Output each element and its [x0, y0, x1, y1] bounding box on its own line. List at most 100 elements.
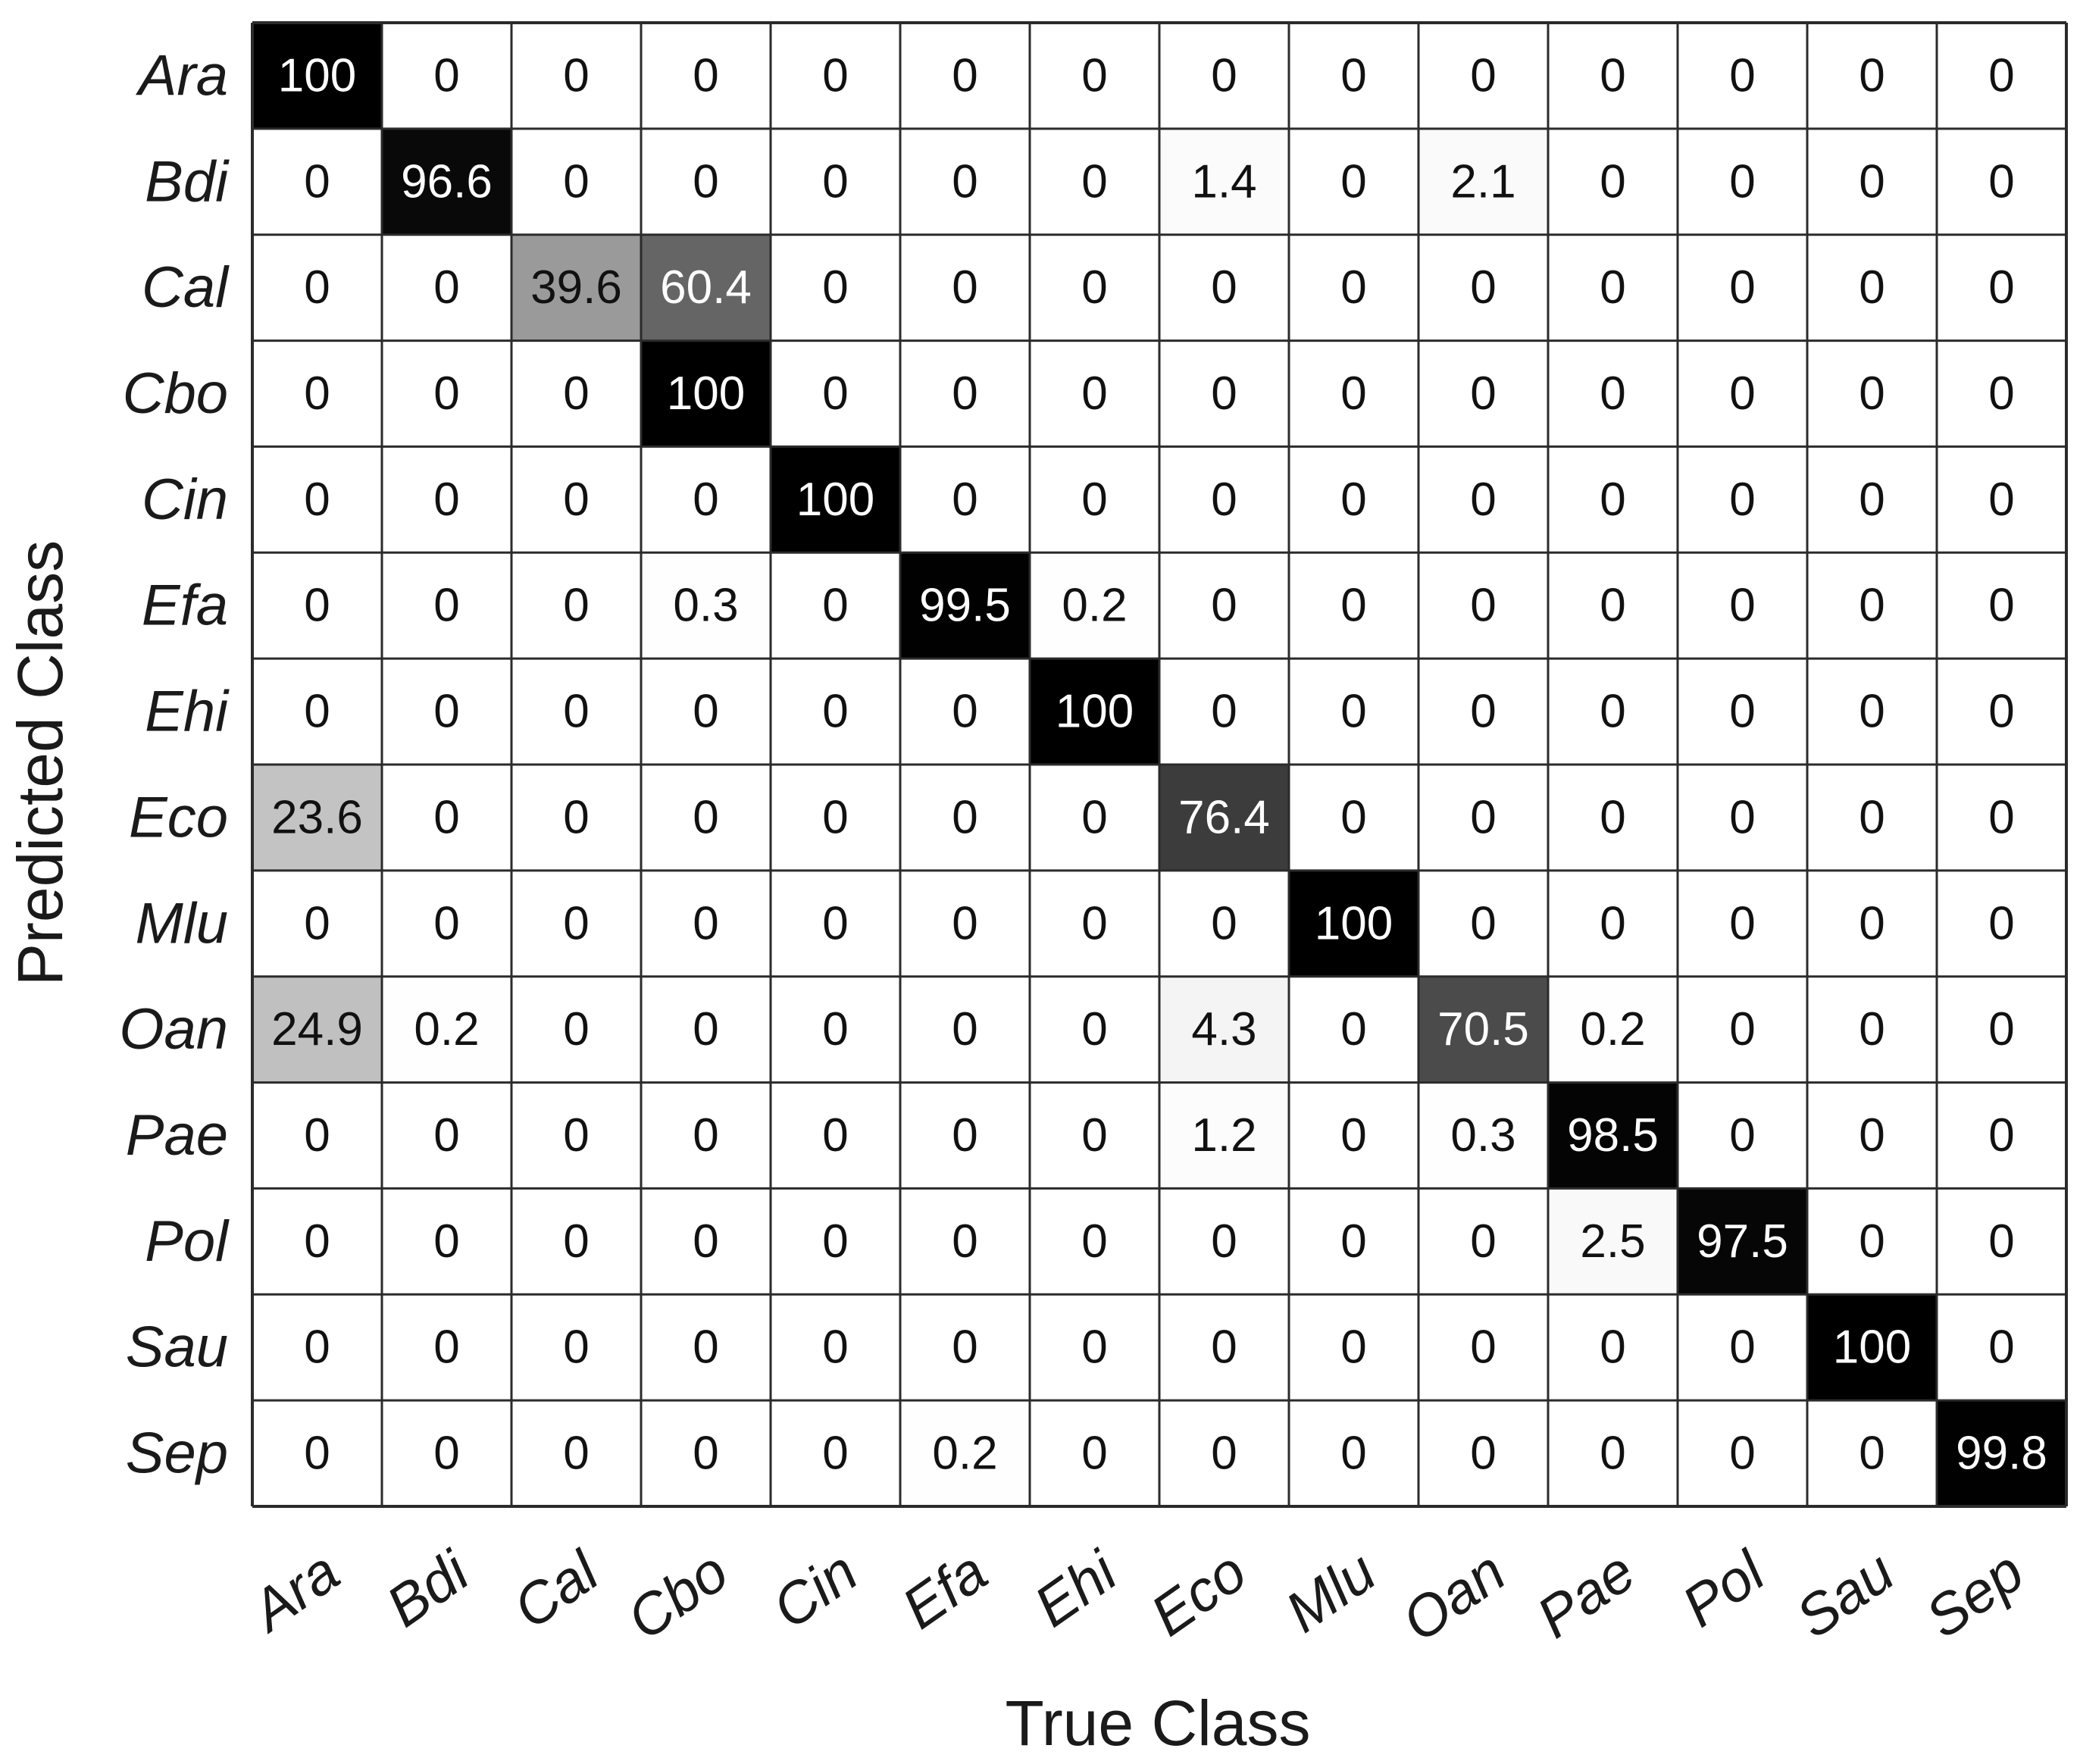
heatmap-cell: [1289, 234, 1418, 341]
cell-value-label: 0.3: [1450, 1109, 1515, 1162]
heatmap-cell: [1418, 870, 1548, 977]
heatmap-cell: [1418, 552, 1548, 659]
cell-value-label: 0: [304, 261, 330, 314]
heatmap-cell: [252, 765, 382, 871]
heatmap-cell: [1548, 552, 1678, 659]
heatmap-cell: [1678, 976, 1807, 1083]
heatmap-cell: [900, 1400, 1030, 1506]
cell-value-label: 0: [952, 155, 977, 208]
heatmap-cell: [1678, 658, 1807, 765]
heatmap-cell: [511, 128, 641, 235]
cell-value-label: 70.5: [1437, 1003, 1529, 1056]
cell-value-label: 0: [693, 686, 718, 738]
cell-value-label: 0: [1600, 580, 1625, 632]
cell-value-label: 0: [1081, 1428, 1107, 1480]
cell-value-label: 0: [1081, 49, 1107, 102]
heatmap-cell: [1548, 1082, 1678, 1189]
heatmap-cell: [641, 23, 771, 129]
heatmap-cell: [1030, 976, 1159, 1083]
x-tick-label: Pae: [1525, 1539, 1647, 1650]
cell-value-label: 0: [563, 474, 589, 526]
heatmap-cell: [1678, 23, 1807, 129]
heatmap-cell: [1548, 765, 1678, 871]
heatmap-cell: [1937, 1294, 2066, 1401]
heatmap-cell: [252, 870, 382, 977]
heatmap-cell: [511, 1294, 641, 1401]
heatmap-cell: [1418, 128, 1548, 235]
cell-value-label: 0: [1081, 155, 1107, 208]
cell-value-label: 0: [693, 1003, 718, 1056]
heatmap-cell: [771, 234, 900, 341]
heatmap-cell: [1937, 976, 2066, 1083]
cell-value-label: 0: [1211, 49, 1237, 102]
cell-value-label: 0: [433, 686, 459, 738]
cell-value-label: 97.5: [1697, 1215, 1788, 1268]
y-tick-label: Sau: [126, 1315, 228, 1380]
cell-value-label: 0: [1729, 1321, 1755, 1374]
cell-value-label: 0: [563, 368, 589, 420]
cell-value-label: 0: [1211, 580, 1237, 632]
cell-value-label: 0: [1600, 791, 1625, 843]
cell-value-label: 0: [1081, 368, 1107, 420]
cell-value-label: 0: [1470, 368, 1496, 420]
heatmap-cell: [771, 552, 900, 659]
heatmap-cell: [252, 1294, 382, 1401]
y-tick-label: Pol: [145, 1209, 230, 1274]
cell-value-label: 96.6: [401, 155, 493, 208]
x-tick-labels: Ara Bdi Cal Cbo Cin Efa Ehi Eco Mlu Oan Pae Pol Sau S…: [238, 1538, 2035, 1654]
heatmap-cell: [1159, 23, 1289, 129]
heatmap-cell: [252, 234, 382, 341]
cell-value-label: 0: [1859, 261, 1885, 314]
cell-value-label: 0: [1340, 474, 1366, 526]
x-tick-label: Cin: [762, 1539, 869, 1641]
heatmap-cell: [641, 765, 771, 871]
cell-value-label: 0: [1988, 368, 2014, 420]
heatmap-cell: [1678, 1400, 1807, 1506]
heatmap-cell: [900, 23, 1030, 129]
cell-value-label: 0: [304, 1428, 330, 1480]
heatmap-cell: [1289, 340, 1418, 447]
heatmap-cell: [641, 1294, 771, 1401]
cell-value-label: 0: [1859, 474, 1885, 526]
x-tick-label: Sau: [1784, 1539, 1906, 1650]
heatmap-cell: [382, 340, 511, 447]
cell-value-label: 0: [1729, 1428, 1755, 1480]
heatmap-cell: [511, 23, 641, 129]
cell-value-label: 0: [1340, 1428, 1366, 1480]
heatmap-cell: [1548, 234, 1678, 341]
cell-value-label: 0: [1081, 474, 1107, 526]
cell-value-label: 0: [822, 686, 848, 738]
heatmap-cell: [1289, 870, 1418, 977]
heatmap-cell: [1030, 1082, 1159, 1189]
heatmap-cell: [511, 658, 641, 765]
heatmap-cell: [1289, 1400, 1418, 1506]
heatmap-cell: [1548, 23, 1678, 129]
cell-value-label: 0: [693, 1215, 718, 1268]
heatmap-cell: [1289, 1188, 1418, 1295]
cell-value-label: 0: [952, 1215, 977, 1268]
heatmap-cell: [1807, 552, 1937, 659]
heatmap-cell: [1937, 234, 2066, 341]
cell-value-label: 0: [1081, 1321, 1107, 1374]
cell-value-label: 0: [1729, 155, 1755, 208]
heatmap-cell: [641, 1082, 771, 1189]
cell-value-label: 0: [433, 791, 459, 843]
cell-value-label: 0: [563, 897, 589, 949]
cell-value-label: 99.5: [919, 580, 1011, 632]
cell-value-label: 100: [1315, 897, 1393, 949]
cell-value-label: 0: [1470, 791, 1496, 843]
cell-value-label: 0: [1859, 580, 1885, 632]
heatmap-cell: [252, 1188, 382, 1295]
cell-value-label: 0: [1988, 580, 2014, 632]
heatmap-cell: [382, 870, 511, 977]
cell-value-label: 0: [304, 474, 330, 526]
heatmap-cell: [900, 1294, 1030, 1401]
heatmap-cell: [1548, 1294, 1678, 1401]
heatmap-cell: [1807, 234, 1937, 341]
heatmap-cell: [1937, 870, 2066, 977]
cell-value-label: 0: [952, 474, 977, 526]
cell-value-label: 0: [1729, 1003, 1755, 1056]
heatmap-cell: [382, 1294, 511, 1401]
heatmap-cell: [1030, 128, 1159, 235]
cell-value-label: 0: [1081, 791, 1107, 843]
